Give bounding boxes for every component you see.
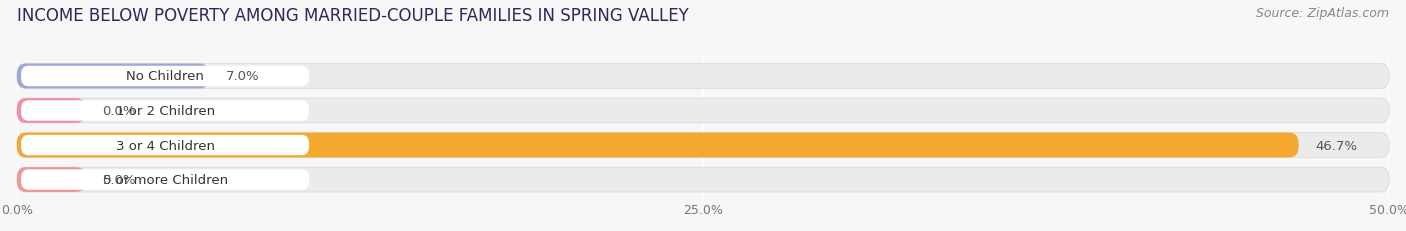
FancyBboxPatch shape [21,67,309,87]
Text: 5 or more Children: 5 or more Children [103,173,228,186]
FancyBboxPatch shape [21,101,309,121]
FancyBboxPatch shape [17,133,1389,158]
Text: No Children: No Children [127,70,204,83]
FancyBboxPatch shape [17,99,86,123]
Text: Source: ZipAtlas.com: Source: ZipAtlas.com [1256,7,1389,20]
Text: 3 or 4 Children: 3 or 4 Children [115,139,215,152]
FancyBboxPatch shape [17,133,1299,158]
FancyBboxPatch shape [17,99,1389,123]
FancyBboxPatch shape [21,135,309,155]
FancyBboxPatch shape [21,170,309,190]
FancyBboxPatch shape [17,167,1389,192]
Text: INCOME BELOW POVERTY AMONG MARRIED-COUPLE FAMILIES IN SPRING VALLEY: INCOME BELOW POVERTY AMONG MARRIED-COUPL… [17,7,689,25]
Text: 7.0%: 7.0% [225,70,259,83]
FancyBboxPatch shape [17,64,209,89]
Text: 0.0%: 0.0% [103,173,135,186]
Text: 0.0%: 0.0% [103,105,135,118]
FancyBboxPatch shape [17,167,86,192]
Text: 46.7%: 46.7% [1315,139,1357,152]
FancyBboxPatch shape [17,64,1389,89]
Text: 1 or 2 Children: 1 or 2 Children [115,105,215,118]
